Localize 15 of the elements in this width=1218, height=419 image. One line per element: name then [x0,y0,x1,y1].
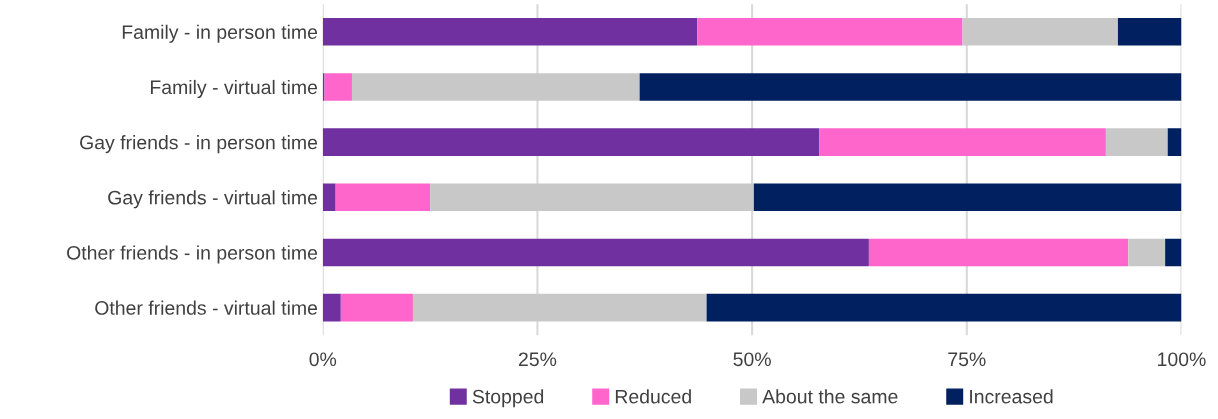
x-tick-label: 0% [309,352,337,367]
y-tick-label: Family - virtual time [150,79,318,99]
legend-label: About the same [762,389,898,404]
y-tick-label: Gay friends - virtual time [108,190,318,209]
legend-label: Stopped [472,389,544,408]
x-tick-label: 25% [518,352,557,367]
y-tick-label: Gay friends - in person time [80,135,318,154]
x-tick-label: 100% [1158,352,1206,367]
y-tick-label: Other friends - in person time [67,245,318,264]
legend-label: Reduced [615,389,691,404]
x-tick-label: 75% [948,352,986,367]
x-tick-label: 50% [733,352,771,367]
y-tick-label: Family - in person time [122,24,318,43]
legend-label: Increased [970,389,1053,404]
y-tick-label: Other friends - virtual time [95,300,318,315]
